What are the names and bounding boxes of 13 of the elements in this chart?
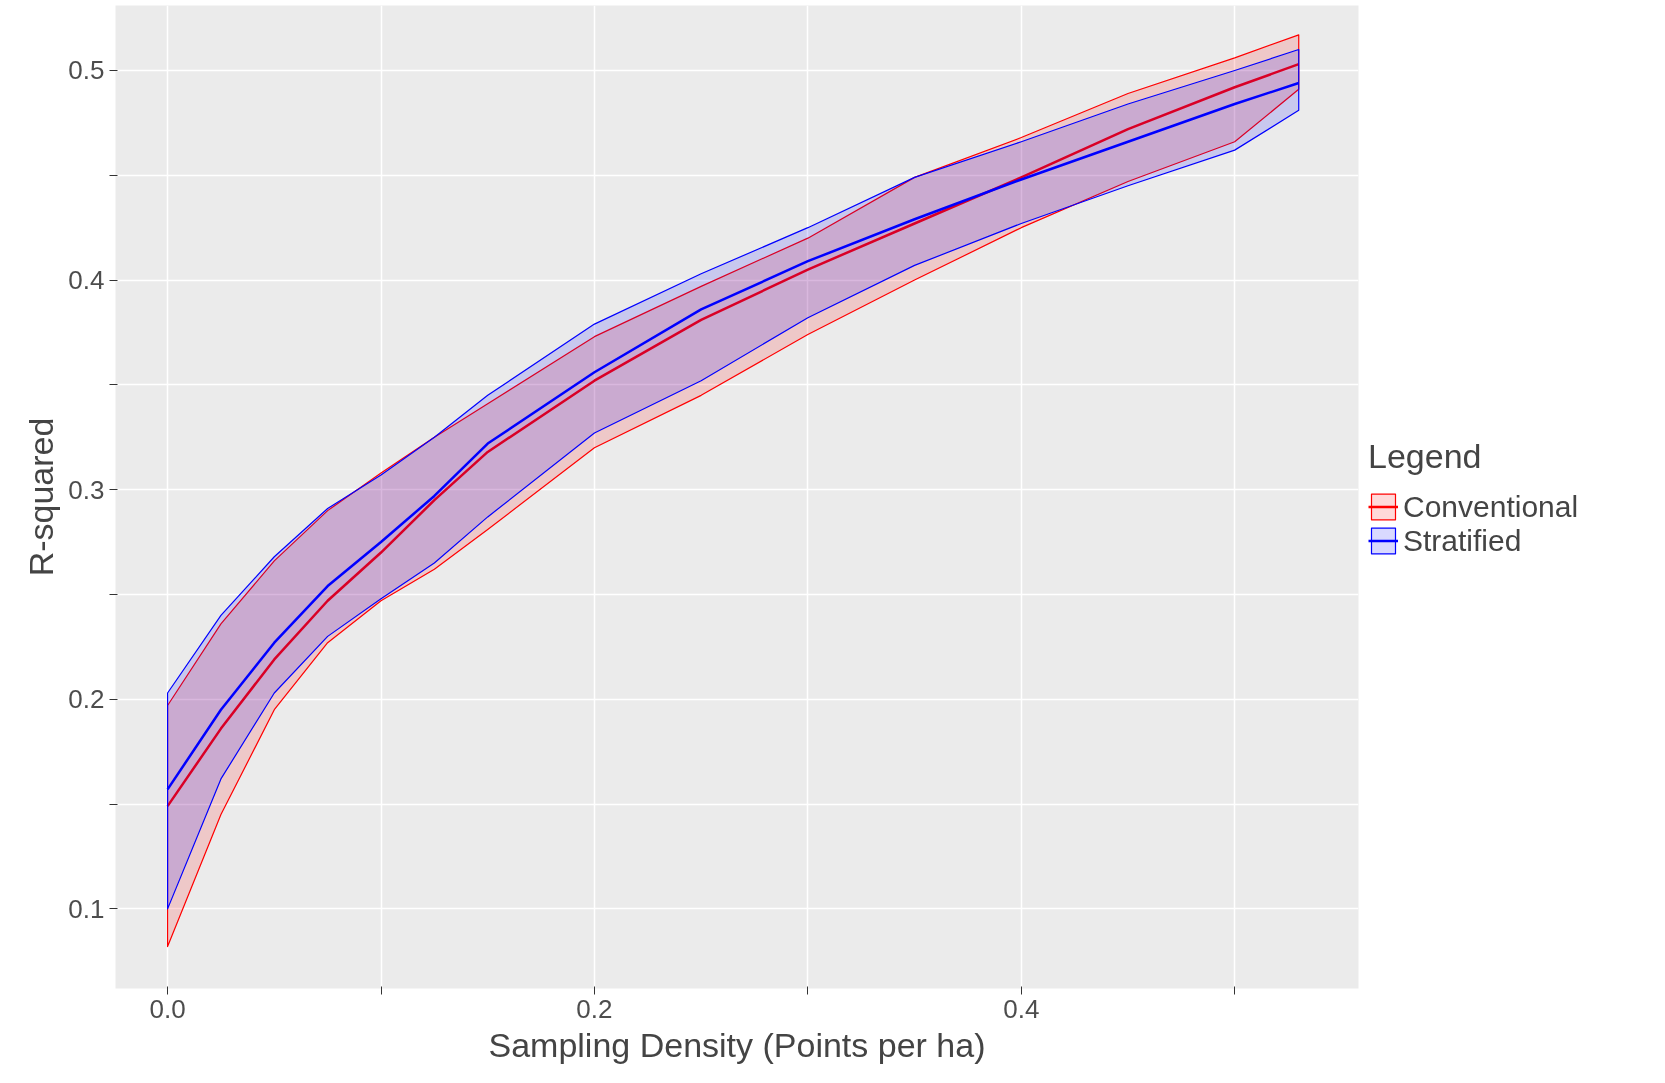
y-tick-label: 0.4: [68, 265, 105, 296]
y-axis-title: R-squared: [22, 417, 61, 577]
legend-title: Legend: [1368, 436, 1483, 475]
legend-label: Stratified: [1403, 523, 1522, 557]
x-axis-title: Sampling Density (Points per ha): [488, 1025, 986, 1064]
y-tick-label: 0.3: [68, 474, 105, 505]
x-tick-label: 0.0: [149, 993, 186, 1024]
x-tick-label: 0.2: [576, 993, 613, 1024]
legend-label: Conventional: [1403, 489, 1579, 523]
x-tick-label: 0.4: [1003, 993, 1040, 1024]
y-tick-label: 0.1: [68, 893, 105, 924]
y-tick-label: 0.2: [68, 684, 105, 715]
y-tick-label: 0.5: [68, 55, 105, 86]
